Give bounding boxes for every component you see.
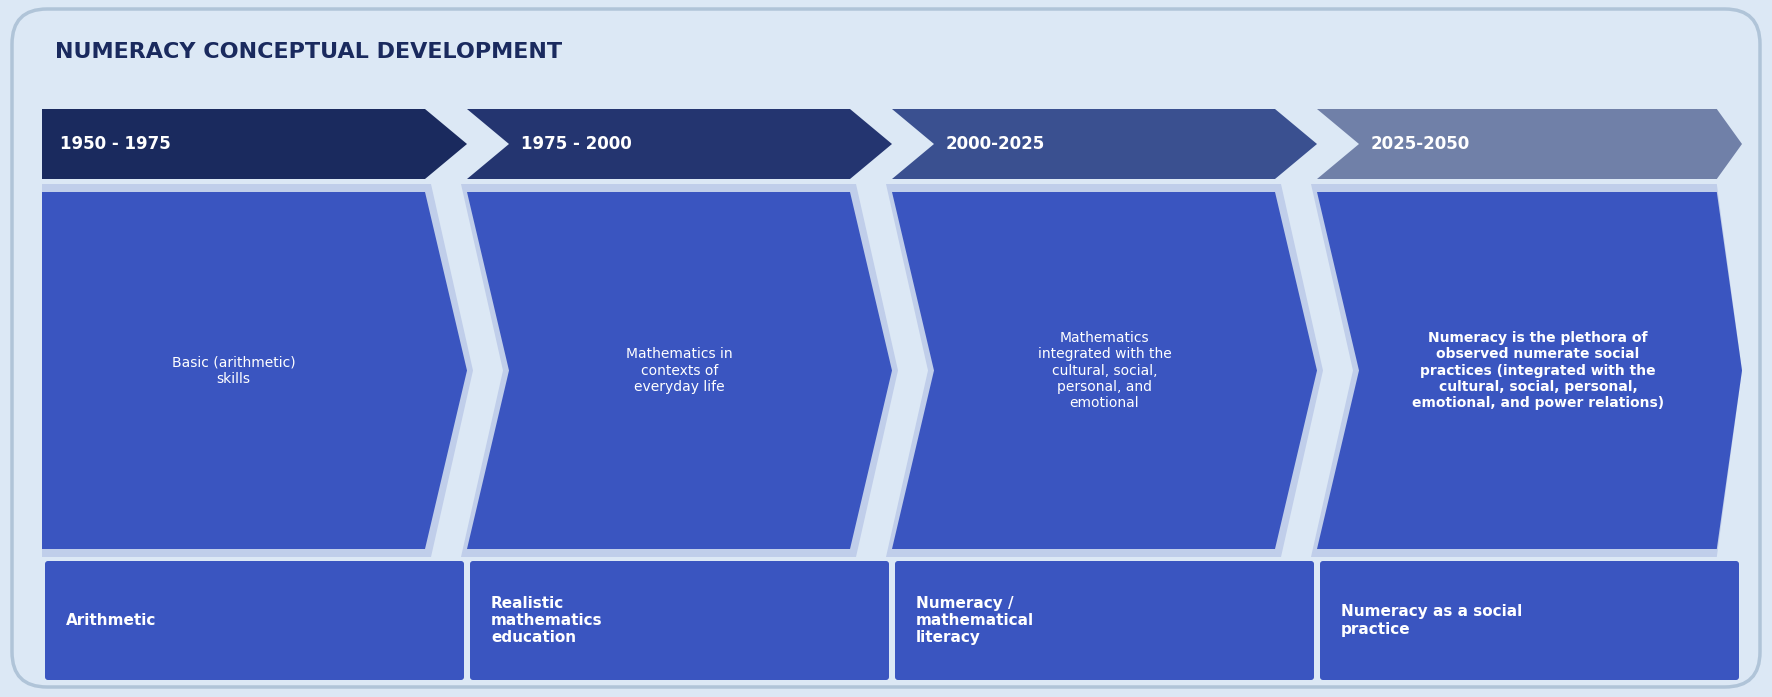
FancyBboxPatch shape [44, 561, 464, 680]
Polygon shape [1317, 192, 1742, 549]
Polygon shape [1311, 184, 1742, 557]
Polygon shape [43, 109, 468, 179]
Text: 1950 - 1975: 1950 - 1975 [60, 135, 170, 153]
Polygon shape [461, 184, 898, 557]
Polygon shape [891, 192, 1317, 549]
Text: 1975 - 2000: 1975 - 2000 [521, 135, 633, 153]
Polygon shape [468, 192, 891, 549]
Text: Numeracy /
mathematical
literacy: Numeracy / mathematical literacy [916, 596, 1035, 645]
FancyBboxPatch shape [895, 561, 1315, 680]
Text: Realistic
mathematics
education: Realistic mathematics education [491, 596, 602, 645]
Text: Numeracy is the plethora of
observed numerate social
practices (integrated with : Numeracy is the plethora of observed num… [1412, 331, 1664, 410]
Polygon shape [468, 109, 891, 179]
Text: Mathematics
integrated with the
cultural, social,
personal, and
emotional: Mathematics integrated with the cultural… [1038, 331, 1171, 410]
Text: 2000-2025: 2000-2025 [946, 135, 1045, 153]
Text: 2025-2050: 2025-2050 [1372, 135, 1471, 153]
Polygon shape [43, 192, 468, 549]
Text: Mathematics in
contexts of
everyday life: Mathematics in contexts of everyday life [626, 347, 734, 394]
Polygon shape [43, 184, 473, 557]
Text: Basic (arithmetic)
skills: Basic (arithmetic) skills [172, 355, 296, 385]
FancyBboxPatch shape [1320, 561, 1738, 680]
Polygon shape [886, 184, 1324, 557]
Text: Arithmetic: Arithmetic [66, 613, 156, 628]
FancyBboxPatch shape [470, 561, 890, 680]
Polygon shape [1317, 109, 1742, 179]
Text: Numeracy as a social
practice: Numeracy as a social practice [1341, 604, 1522, 636]
Text: NUMERACY CONCEPTUAL DEVELOPMENT: NUMERACY CONCEPTUAL DEVELOPMENT [55, 42, 562, 62]
Polygon shape [891, 109, 1317, 179]
